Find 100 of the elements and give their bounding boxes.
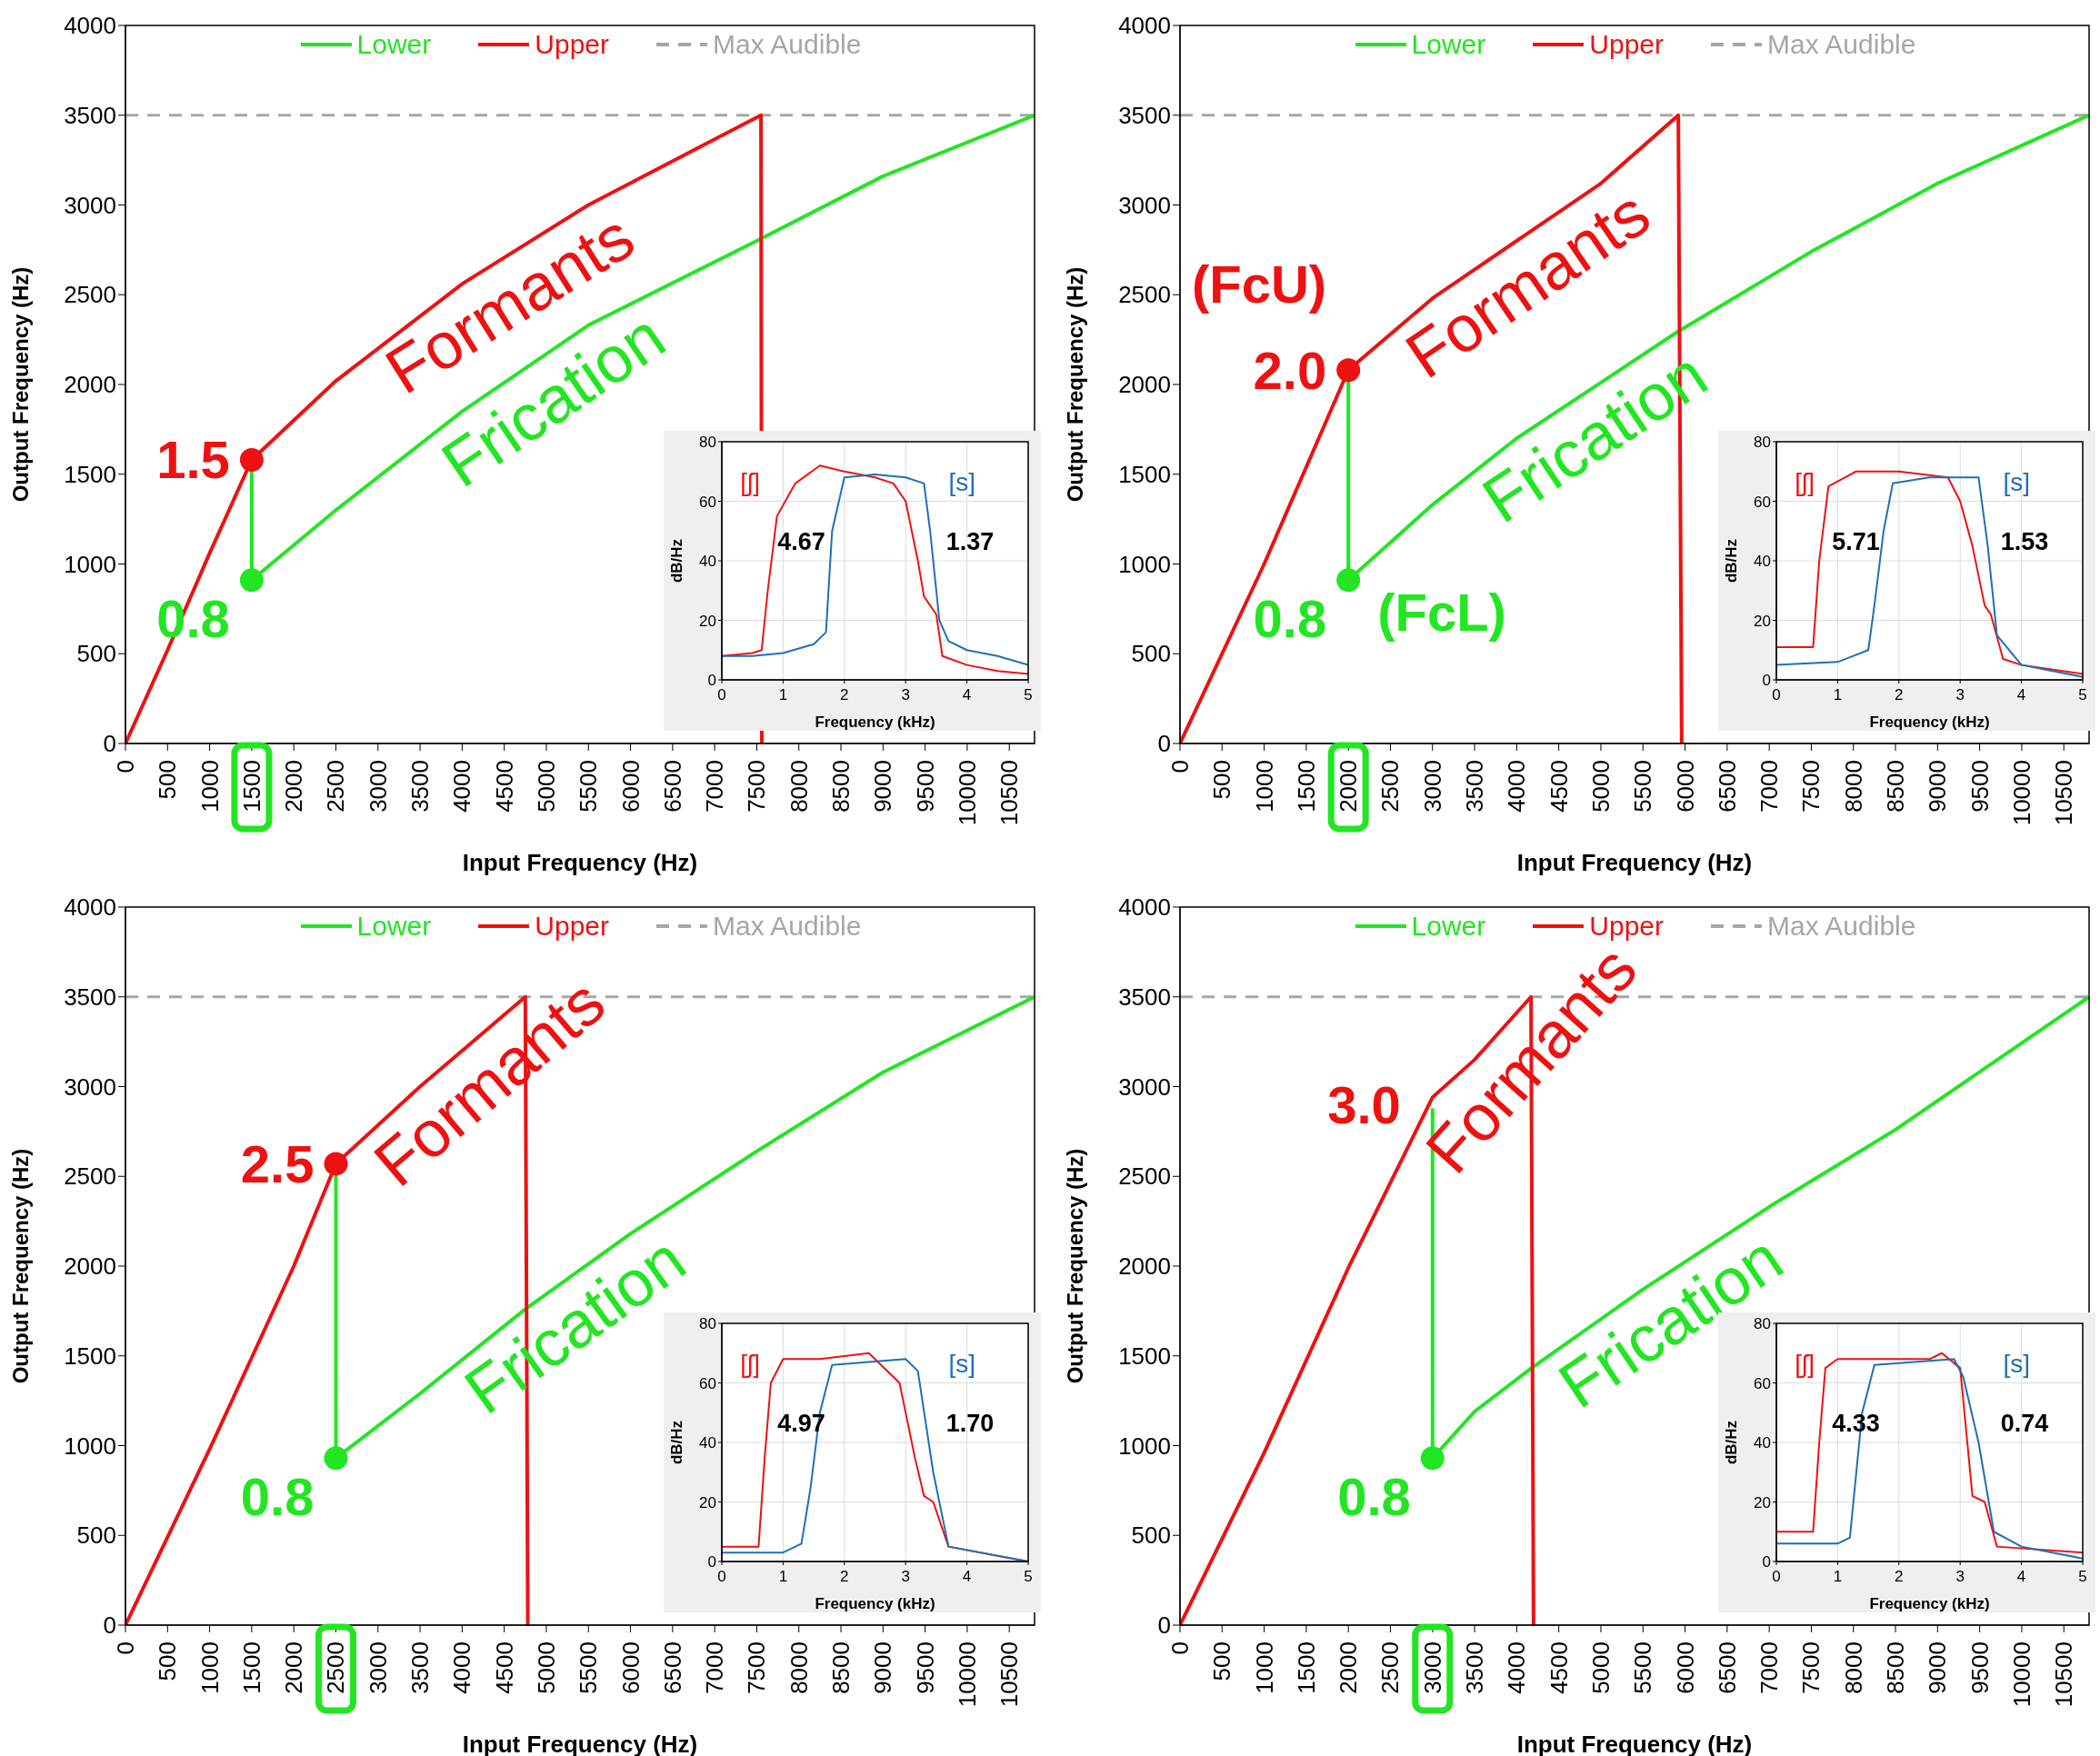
x-tick-label: 1500 [1292, 1641, 1320, 1694]
x-tick-label: 10500 [995, 760, 1024, 826]
x-tick-label: 3000 [364, 1641, 392, 1694]
x-tick-label: 2000 [1335, 760, 1363, 813]
x-tick-label: 2000 [280, 1641, 308, 1694]
y-tick-label: 1000 [1118, 550, 1171, 578]
legend-label: Upper [1589, 29, 1664, 60]
x-tick-label: 500 [1208, 1641, 1236, 1681]
y-tick-label: 0 [1762, 672, 1771, 690]
x-tick-label: 8500 [827, 760, 855, 813]
y-tick-label: 2500 [64, 281, 116, 309]
legend-label: Max Audible [713, 911, 862, 942]
x-tick-label: 0 [112, 1641, 139, 1655]
x-tick-label: 7500 [1797, 1641, 1825, 1694]
x-tick-label: 4000 [448, 1641, 476, 1694]
x-tick-label: 1500 [237, 1641, 265, 1694]
y-tick-label: 20 [1754, 612, 1771, 630]
annotation: 0.74 [2000, 1410, 2049, 1438]
legend-label: Max Audible [1767, 911, 1916, 942]
y-tick-label: 20 [1754, 1493, 1771, 1512]
legend-label: Max Audible [713, 29, 862, 60]
x-tick-label: 1500 [1292, 760, 1320, 813]
x-tick-label: 10000 [2007, 1641, 2035, 1708]
y-axis-title: Output Frequency (Hz) [7, 1148, 33, 1384]
x-tick-label: 1000 [1250, 760, 1278, 813]
x-tick-label: 10000 [953, 1641, 981, 1708]
x-axis-title: Frequency (kHz) [815, 713, 935, 731]
y-tick-label: 1000 [64, 1432, 116, 1460]
y-tick-label: 4000 [64, 893, 116, 922]
x-tick-label: 10500 [995, 1641, 1024, 1708]
x-tick-label: 5 [2078, 1568, 2087, 1585]
x-tick-label: 6000 [616, 760, 645, 813]
x-axis-title: Frequency (kHz) [1869, 1595, 1990, 1612]
x-tick-label: 6500 [658, 1641, 686, 1694]
annotation: 1.37 [945, 528, 995, 556]
annotation: 1.53 [2000, 528, 2049, 556]
x-tick-label: 3 [1955, 686, 1965, 703]
x-tick-label: 7000 [701, 1641, 729, 1694]
y-tick-label: 20 [699, 1493, 716, 1512]
y-tick-label: 1000 [1118, 1432, 1171, 1460]
x-tick-label: 3000 [1418, 1641, 1446, 1694]
y-tick-label: 4000 [64, 12, 116, 40]
annotation: (FcU) [1191, 254, 1327, 314]
x-tick-label: 9500 [1965, 760, 1994, 813]
x-tick-label: 5000 [532, 1641, 560, 1694]
x-tick-label: 4 [2016, 686, 2026, 703]
series-label: [ʃ] [740, 1350, 760, 1379]
x-tick-label: 3 [901, 1568, 910, 1585]
y-axis-title: dB/Hz [1723, 1420, 1741, 1465]
x-tick-label: 3 [901, 686, 910, 703]
series-label: [ʃ] [740, 468, 760, 497]
x-tick-label: 8500 [1882, 760, 1910, 813]
y-tick-label: 0 [707, 672, 716, 690]
x-tick-label: 500 [154, 760, 182, 800]
y-tick-label: 500 [76, 640, 116, 668]
x-tick-label: 4 [2016, 1568, 2026, 1585]
y-tick-label: 2500 [1118, 1162, 1171, 1191]
y-tick-label: 0 [1762, 1553, 1771, 1571]
x-tick-label: 2500 [322, 760, 350, 813]
x-axis-title: Frequency (kHz) [1869, 713, 1990, 731]
x-tick-label: 9000 [869, 760, 897, 813]
legend-label: Lower [356, 29, 432, 60]
y-tick-label: 4000 [1118, 12, 1171, 40]
y-tick-label: 80 [699, 1315, 716, 1333]
y-tick-label: 40 [699, 553, 716, 571]
x-tick-label: 8000 [1839, 760, 1867, 813]
x-tick-label: 2 [1895, 1568, 1904, 1585]
annotation: 0.8 [1337, 1466, 1411, 1526]
x-tick-label: 8000 [785, 760, 813, 813]
x-tick-label: 7500 [743, 1641, 771, 1694]
x-tick-label: 0 [1166, 760, 1194, 773]
y-tick-label: 3500 [64, 983, 116, 1011]
legend-label: Upper [1589, 911, 1664, 942]
x-tick-label: 3000 [364, 760, 392, 813]
x-tick-label: 2500 [322, 1641, 350, 1694]
y-tick-label: 500 [1131, 1522, 1171, 1550]
y-tick-label: 3000 [1118, 191, 1171, 219]
x-tick-label: 5500 [1629, 1641, 1657, 1694]
x-tick-label: 1500 [237, 760, 265, 813]
x-axis-title: Input Frequency (Hz) [1516, 849, 1753, 876]
y-tick-label: 3500 [1118, 101, 1171, 129]
x-tick-label: 5500 [575, 1641, 603, 1694]
annotation: 2.5 [240, 1133, 315, 1193]
legend-label: Upper [535, 911, 609, 942]
x-tick-label: 7500 [743, 760, 771, 813]
x-tick-label: 5000 [1586, 760, 1615, 813]
x-tick-label: 7500 [1797, 760, 1825, 813]
y-tick-label: 2500 [64, 1162, 116, 1191]
x-tick-label: 4500 [1545, 1641, 1573, 1694]
annotation: 1.5 [156, 430, 230, 490]
x-tick-label: 8000 [785, 1641, 813, 1694]
series-label: [ʃ] [1795, 468, 1815, 497]
y-tick-label: 1500 [1118, 460, 1171, 488]
y-tick-label: 1500 [64, 1342, 116, 1370]
x-tick-label: 4000 [1503, 760, 1531, 813]
x-tick-label: 1 [778, 686, 788, 703]
y-tick-label: 2000 [1118, 1252, 1171, 1281]
x-tick-label: 6500 [1713, 760, 1741, 813]
x-tick-label: 6000 [1671, 1641, 1699, 1694]
x-tick-label: 3000 [1418, 760, 1446, 813]
